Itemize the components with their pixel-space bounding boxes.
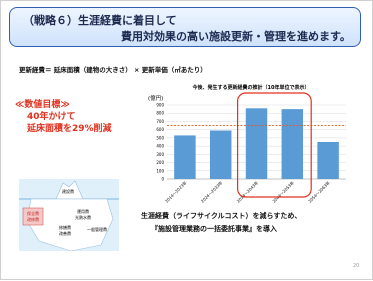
- iceberg-label: 運用費: [77, 208, 89, 214]
- axis-unit: (億円): [148, 94, 163, 102]
- iceberg-label: 保全費: [27, 210, 39, 216]
- iceberg: 建設費 運用費 光熱水費 保全費 改修費 修繕費 改善費 一般管理費: [19, 179, 119, 251]
- y-tick-label: 900: [156, 103, 164, 108]
- bar: [210, 130, 231, 179]
- y-tick-label: 700: [156, 119, 164, 124]
- y-tick-label: 300: [156, 152, 164, 157]
- x-tick-label: 2024～2033年: [199, 179, 223, 203]
- bar: [317, 142, 338, 179]
- iceberg-label: 建設費: [62, 188, 74, 194]
- x-tick-label: 2014～2023年: [163, 179, 187, 203]
- y-tick-label: 0: [161, 177, 164, 182]
- iceberg-label: 改善費: [59, 230, 71, 236]
- iceberg-label: 一般管理費: [87, 226, 107, 232]
- chart: 今後、発生する更新経費の推計（10年単位で表示） (億円) 0 100 200 300…: [148, 84, 346, 204]
- y-tick-label: 400: [156, 144, 164, 149]
- graphics: 建設費 運用費 光熱水費 保全費 改修費 修繕費 改善費 一般管理費 今後、発生…: [1, 1, 373, 281]
- y-tick-label: 500: [156, 135, 164, 140]
- y-tick-label: 600: [156, 127, 164, 132]
- iceberg-label: 修繕費: [59, 224, 71, 230]
- chart-title: 今後、発生する更新経費の推計（10年単位で表示）: [192, 84, 310, 91]
- bar: [282, 109, 303, 179]
- y-tick-label: 200: [156, 160, 164, 165]
- slide: （戦略６）生涯経費に着目して 費用対効果の高い施設更新・管理を進めます。 更新経…: [0, 0, 373, 280]
- iceberg-label: 光熱水費: [75, 214, 91, 220]
- bar: [246, 108, 267, 179]
- y-tick-label: 800: [156, 111, 164, 116]
- iceberg-label: 改修費: [27, 216, 39, 222]
- y-tick-label: 100: [156, 168, 164, 173]
- bar: [174, 135, 195, 179]
- x-tick-label: 2044～2053年: [271, 179, 295, 203]
